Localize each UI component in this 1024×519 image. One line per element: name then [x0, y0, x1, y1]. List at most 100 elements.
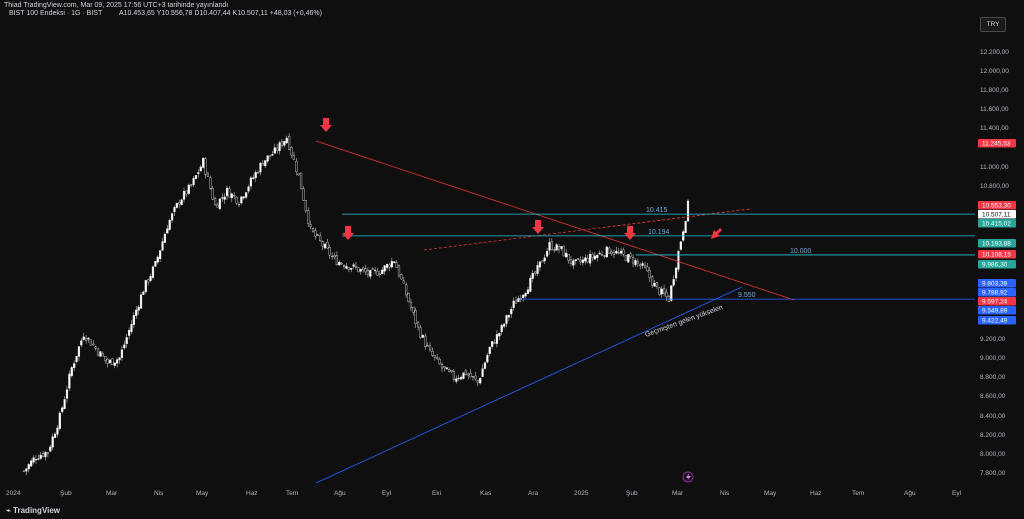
candle [108, 358, 112, 365]
red-arrow-icon [320, 118, 332, 132]
candle [600, 250, 604, 257]
candle [309, 220, 312, 230]
candle [636, 258, 639, 268]
candle [362, 266, 365, 273]
price-axis: 12.200,00 12.000,00 11.800,00 11.600,00 11.4… [980, 49, 1009, 477]
price-tags: 11.245,53 10.553,30 10.507,11 10.415,02 10.1… [978, 139, 1016, 325]
candle [596, 254, 599, 262]
candle [178, 199, 181, 209]
candle [381, 266, 384, 275]
candle [211, 185, 214, 201]
y-tick-label: 8.800,00 [980, 374, 1006, 381]
candle [245, 192, 248, 200]
price-tag: 9.549,89 [978, 306, 1016, 315]
candles [22, 133, 690, 476]
level-line[interactable]: 10.000 [636, 248, 975, 256]
candle [421, 333, 424, 339]
candle [565, 248, 568, 258]
candle [667, 294, 670, 303]
candle [44, 451, 47, 461]
candle [557, 243, 561, 254]
candle [598, 250, 601, 255]
candle [77, 346, 81, 361]
level-line[interactable]: 10.194 [342, 229, 975, 237]
x-tick-label: Tem [286, 490, 298, 497]
level-label: 10.194 [648, 229, 670, 236]
candle [202, 157, 205, 169]
candle [123, 340, 126, 350]
y-tick-label: 10.800,00 [980, 183, 1009, 190]
candle [455, 375, 458, 384]
candle [190, 184, 193, 188]
candle [639, 262, 642, 270]
candle [259, 162, 262, 176]
candle [73, 360, 76, 372]
level-line[interactable]: 9.550 [520, 292, 975, 300]
candle [149, 273, 152, 283]
x-tick-label: Ağu [904, 490, 916, 497]
x-tick-label: Haz [810, 490, 822, 497]
candle [620, 247, 623, 256]
candle [180, 198, 183, 206]
red-arrow-icon [711, 228, 722, 239]
candle [588, 250, 592, 267]
candle [132, 312, 135, 329]
candle [338, 260, 341, 266]
candle [531, 270, 534, 283]
candle [256, 170, 260, 174]
candle [479, 377, 482, 385]
candle [297, 173, 300, 176]
symbol-title[interactable]: BIST 100 Endeksi · 1G · BIST [9, 10, 103, 17]
candle [397, 264, 401, 278]
y-tick-label: 11.400,00 [980, 125, 1009, 132]
candle [352, 262, 355, 269]
candle [505, 314, 508, 327]
candle [213, 196, 217, 206]
candle [481, 364, 484, 377]
level-line[interactable]: 10.415 [342, 207, 975, 215]
y-tick-label: 8.600,00 [980, 393, 1006, 400]
candle [624, 254, 627, 261]
candle [283, 140, 286, 148]
candle [631, 254, 635, 268]
candle [569, 255, 573, 267]
candle [276, 144, 279, 154]
candle [562, 245, 565, 257]
candle [159, 250, 162, 263]
candle [438, 357, 441, 365]
x-tick-label: Mar [672, 490, 684, 497]
candle [53, 432, 57, 439]
price-tag: 10.193,88 [978, 239, 1016, 248]
candle [627, 254, 630, 263]
candle [333, 252, 336, 260]
candle [641, 261, 644, 269]
candle [63, 396, 66, 410]
candle [268, 155, 272, 160]
candle [22, 470, 26, 473]
dashed-red-trendline [423, 208, 751, 251]
footer-bar: ⌁ TradingView [0, 503, 1024, 519]
brand-label: TradingView [13, 506, 61, 515]
candle [242, 196, 245, 200]
y-tick-label: 8.400,00 [980, 413, 1006, 420]
candle [581, 256, 585, 266]
candle [502, 323, 506, 329]
price-chart[interactable]: 10.415 10.194 10.000 9.550 12.200,00 12.000,… [0, 0, 1024, 503]
candle [409, 298, 413, 312]
candle [237, 201, 241, 208]
candle [658, 287, 661, 296]
y-tick-label: 12.000,00 [980, 68, 1009, 75]
svg-text:9.422,49: 9.422,49 [982, 318, 1008, 325]
candle [483, 361, 487, 370]
candle [428, 342, 432, 352]
lightning-icon[interactable] [682, 471, 694, 483]
candle [591, 252, 594, 262]
ohlc-values: A10.453,65 Y10.556,78 D10.407,44 K10.507… [119, 10, 322, 17]
x-tick-label: Nis [154, 490, 164, 497]
candle [402, 277, 405, 284]
candle [677, 249, 680, 272]
candle [34, 455, 38, 464]
currency-button[interactable]: TRY [980, 17, 1006, 32]
candle [579, 256, 582, 265]
candle [175, 202, 178, 209]
